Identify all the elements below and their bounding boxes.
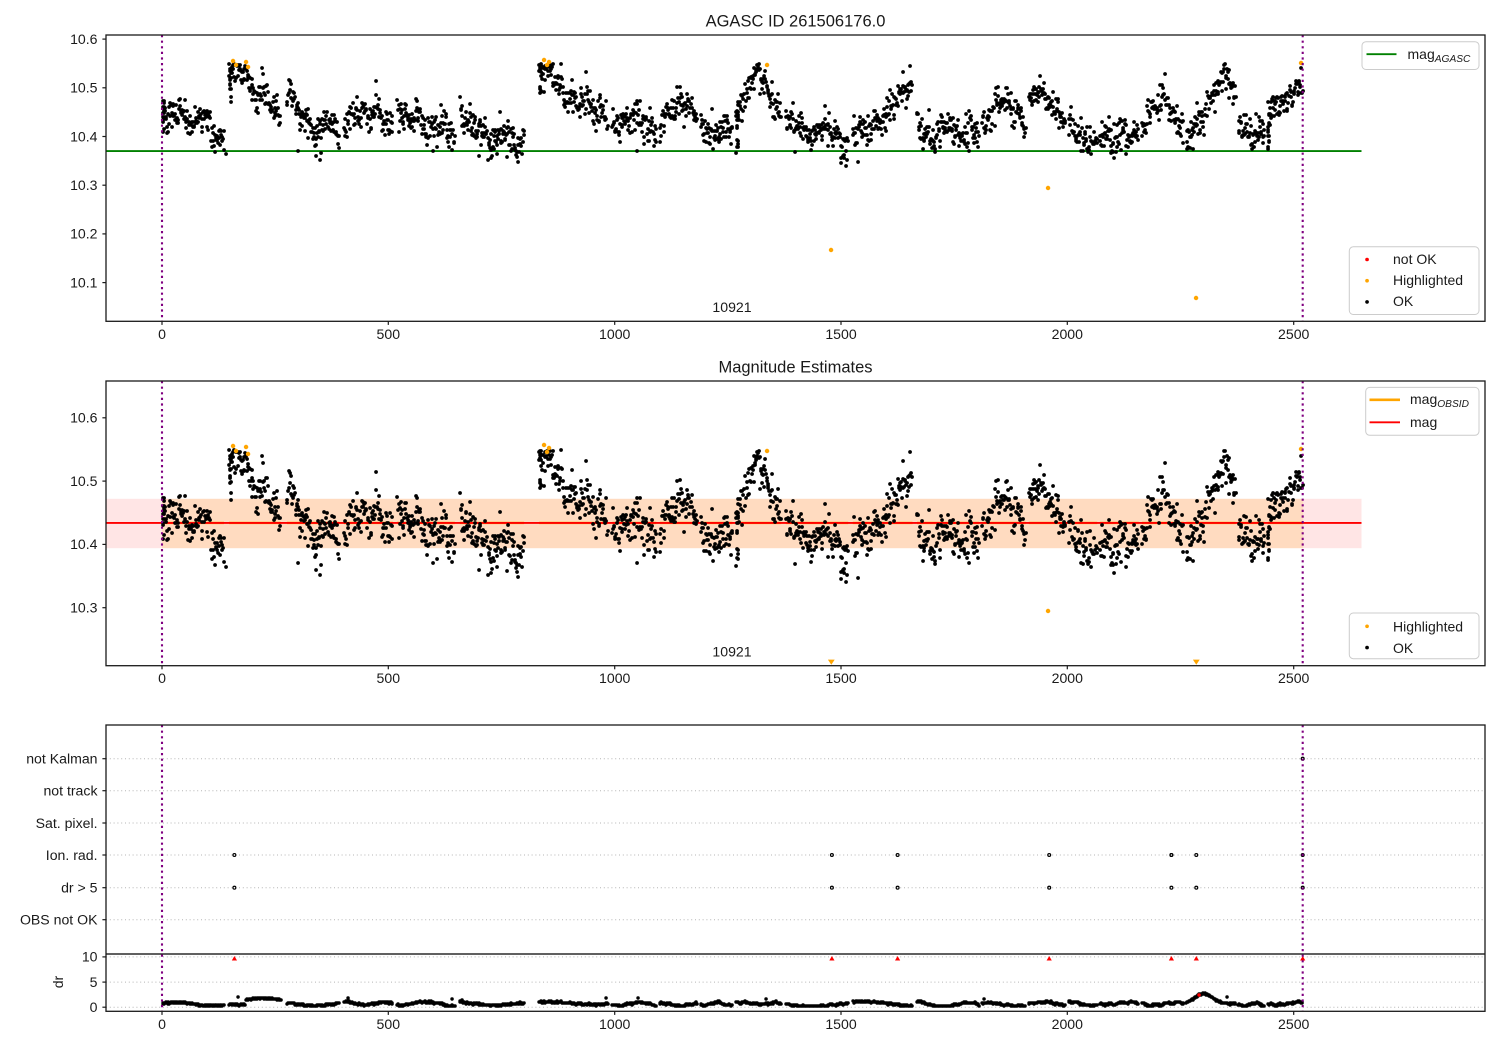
- svg-text:0: 0: [90, 999, 98, 1015]
- svg-text:dr: dr: [50, 975, 66, 988]
- svg-text:2500: 2500: [1278, 326, 1310, 342]
- svg-text:not Kalman: not Kalman: [26, 751, 97, 767]
- svg-text:10.3: 10.3: [70, 177, 98, 193]
- svg-text:500: 500: [377, 1016, 401, 1032]
- svg-text:0: 0: [158, 1016, 166, 1032]
- svg-text:Highlighted: Highlighted: [1393, 619, 1463, 635]
- svg-text:Sat. pixel.: Sat. pixel.: [36, 815, 98, 831]
- svg-text:dr > 5: dr > 5: [61, 880, 98, 896]
- svg-text:500: 500: [377, 326, 401, 342]
- svg-text:500: 500: [377, 670, 401, 686]
- svg-text:10.2: 10.2: [70, 226, 98, 242]
- svg-text:1000: 1000: [599, 670, 631, 686]
- svg-text:10.4: 10.4: [70, 536, 98, 552]
- svg-text:10.6: 10.6: [70, 31, 98, 47]
- svg-text:10.5: 10.5: [70, 80, 98, 96]
- svg-text:10.1: 10.1: [70, 274, 98, 290]
- svg-text:10: 10: [82, 949, 98, 965]
- svg-text:10921: 10921: [712, 299, 751, 315]
- svg-text:10.6: 10.6: [70, 410, 98, 426]
- svg-text:Ion. rad.: Ion. rad.: [46, 847, 98, 863]
- svg-text:0: 0: [158, 670, 166, 686]
- svg-text:Magnitude Estimates: Magnitude Estimates: [718, 359, 872, 377]
- svg-text:OK: OK: [1393, 640, 1414, 656]
- svg-text:0: 0: [158, 326, 166, 342]
- svg-text:OK: OK: [1393, 293, 1414, 309]
- svg-text:5: 5: [90, 974, 98, 990]
- svg-text:mag: mag: [1410, 414, 1437, 430]
- svg-text:10.5: 10.5: [70, 473, 98, 489]
- svg-text:10921: 10921: [712, 644, 751, 660]
- svg-text:1500: 1500: [825, 1016, 857, 1032]
- svg-text:1000: 1000: [599, 1016, 631, 1032]
- svg-text:2500: 2500: [1278, 1016, 1310, 1032]
- svg-text:2000: 2000: [1052, 670, 1084, 686]
- svg-text:2000: 2000: [1052, 1016, 1084, 1032]
- svg-text:1500: 1500: [825, 326, 857, 342]
- svg-text:2000: 2000: [1052, 326, 1084, 342]
- svg-text:Highlighted: Highlighted: [1393, 272, 1463, 288]
- svg-text:10.3: 10.3: [70, 600, 98, 616]
- svg-text:2500: 2500: [1278, 670, 1310, 686]
- svg-text:OBS not OK: OBS not OK: [20, 912, 98, 928]
- svg-text:not track: not track: [43, 783, 98, 799]
- svg-text:10.4: 10.4: [70, 128, 98, 144]
- svg-text:AGASC ID 261506176.0: AGASC ID 261506176.0: [706, 13, 886, 31]
- svg-text:not OK: not OK: [1393, 251, 1437, 267]
- svg-text:1000: 1000: [599, 326, 631, 342]
- svg-text:1500: 1500: [825, 670, 857, 686]
